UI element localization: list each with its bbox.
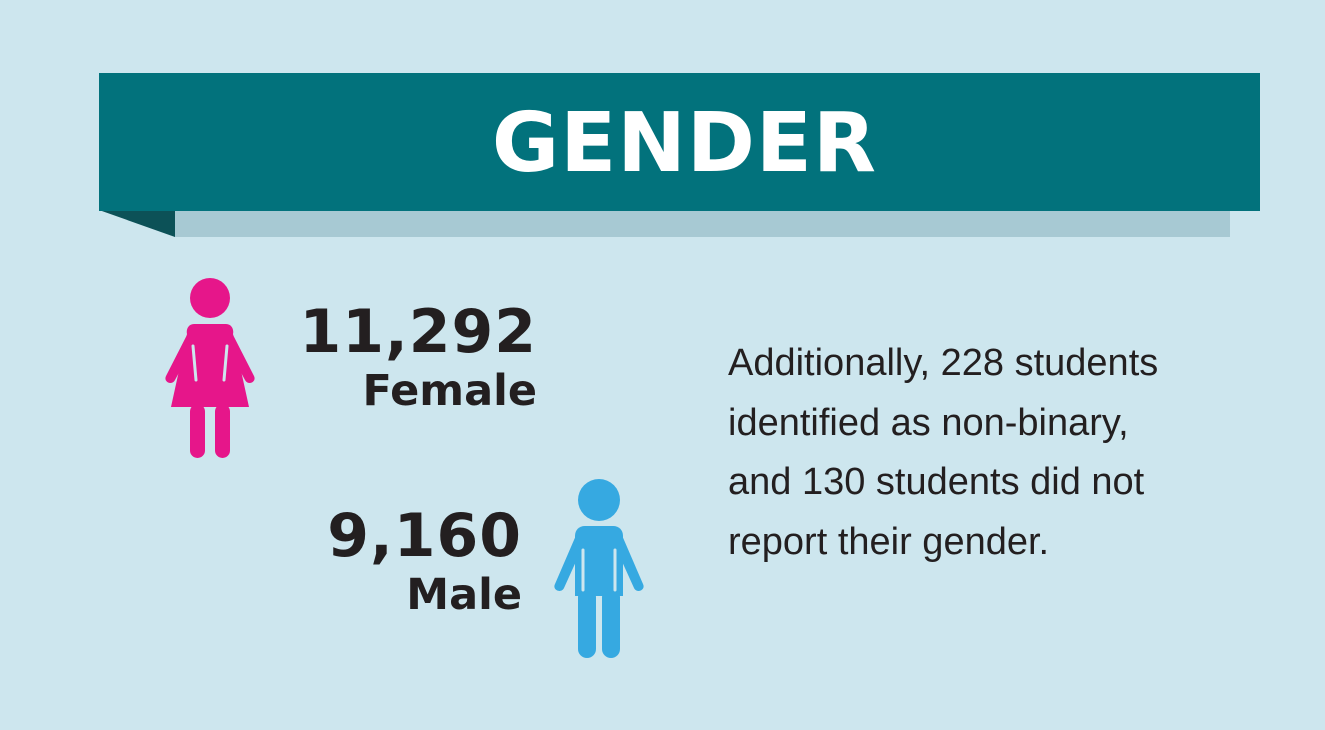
female-stat: 11,292 Female: [299, 302, 537, 413]
male-label: Male: [406, 570, 522, 620]
male-stat: 9,160 Male: [327, 506, 522, 617]
male-count: 9,160: [327, 501, 522, 571]
male-person-icon: [554, 479, 644, 658]
title-banner: GENDER: [99, 73, 1260, 211]
note-text: Additionally, 228 students identified as…: [728, 342, 1159, 563]
page-title: GENDER: [491, 96, 878, 191]
female-label: Female: [362, 366, 537, 416]
banner-fold: [99, 210, 175, 237]
female-person-icon: [165, 278, 255, 458]
female-count: 11,292: [299, 297, 537, 367]
